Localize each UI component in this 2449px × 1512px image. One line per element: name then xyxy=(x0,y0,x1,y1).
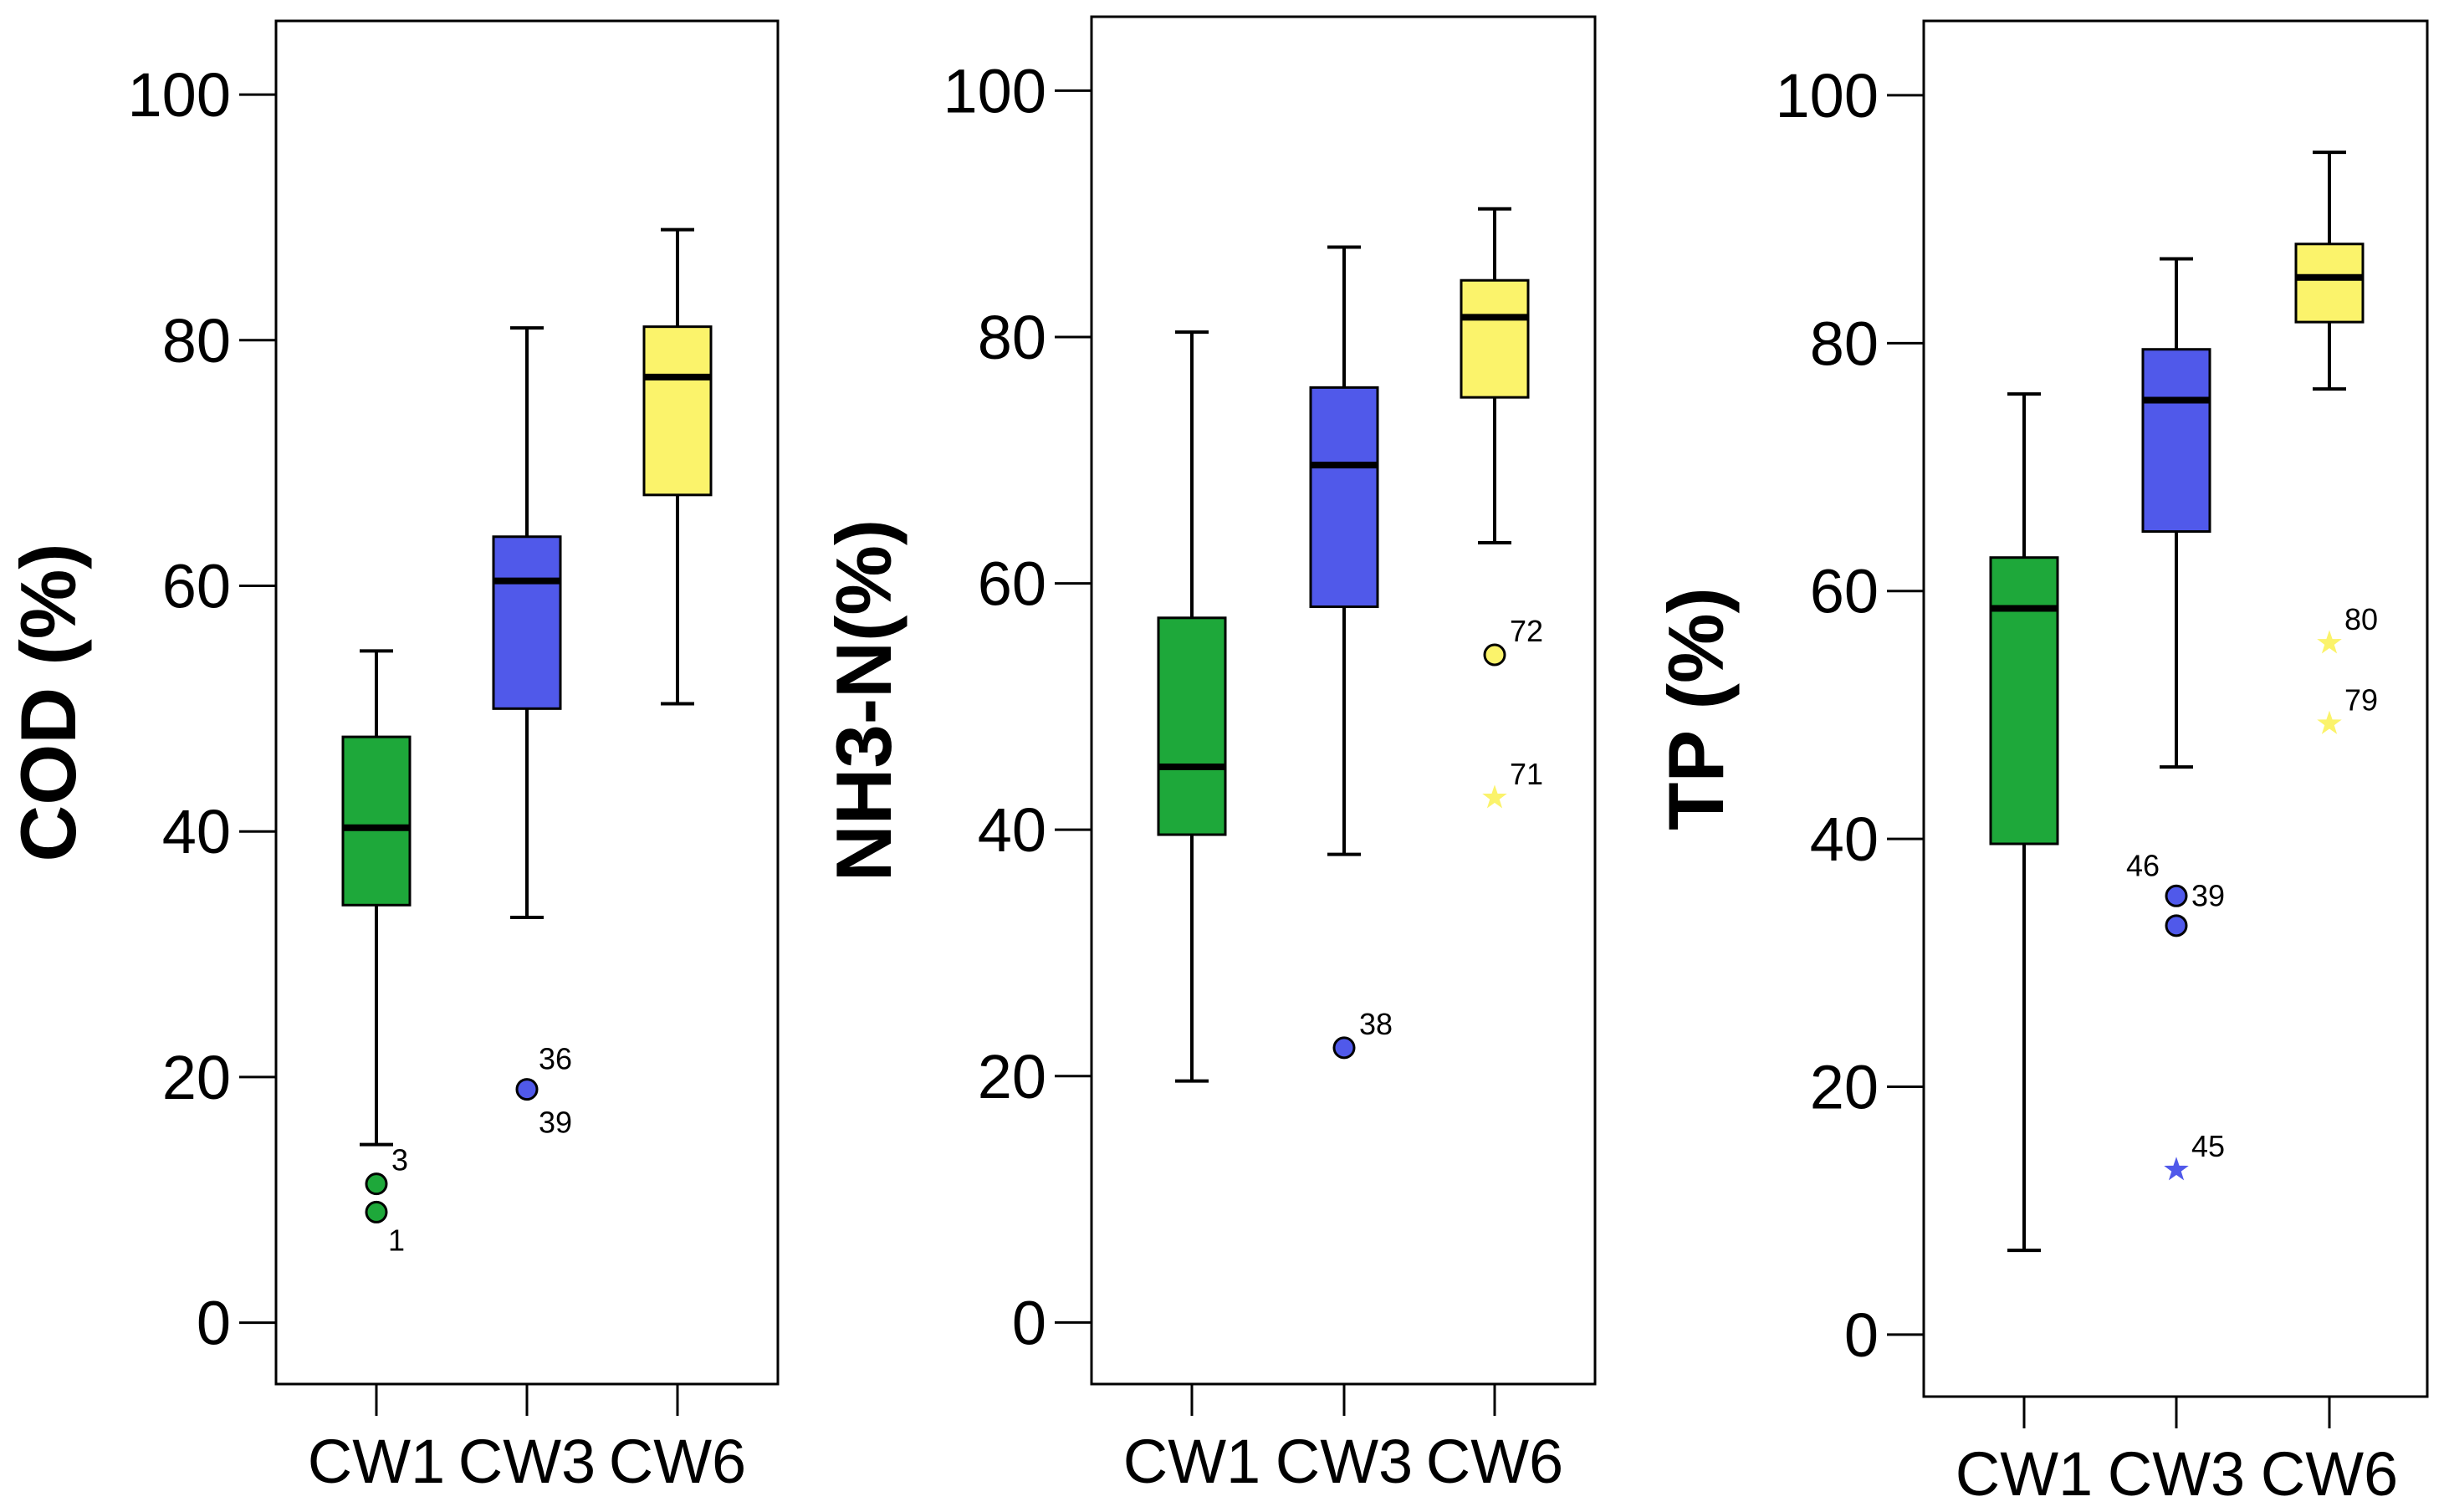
y-tick-label: 0 xyxy=(1844,1300,1879,1370)
y-tick-label: 0 xyxy=(1012,1288,1046,1357)
x-tick-label: CW6 xyxy=(1426,1427,1563,1496)
outlier-label: 71 xyxy=(1510,757,1543,791)
outlier-label: 3 xyxy=(391,1143,408,1177)
iqr-box xyxy=(2294,243,2365,324)
y-tick-label: 100 xyxy=(128,60,231,130)
x-tick-label: CW3 xyxy=(2108,1439,2245,1509)
outlier-label: 46 xyxy=(2126,848,2160,882)
box-cw3: 46 39 45 xyxy=(2126,257,2225,1181)
outlier-star xyxy=(2317,710,2342,734)
y-axis-label: TP (%) xyxy=(1652,587,1740,830)
y-tick-label: 80 xyxy=(162,306,231,375)
y-tick-label: 80 xyxy=(1810,309,1879,378)
y-tick-label: 0 xyxy=(197,1289,231,1358)
iqr-box xyxy=(1309,386,1379,609)
box-cw6: 80 79 xyxy=(2294,151,2378,734)
y-tick-label: 20 xyxy=(978,1042,1046,1111)
box-cw6 xyxy=(642,227,713,706)
outlier-star xyxy=(2317,630,2342,654)
outlier-point xyxy=(515,1078,539,1101)
outlier-label: 39 xyxy=(539,1106,572,1140)
outlier-star xyxy=(1482,784,1507,809)
outlier-label: 72 xyxy=(1510,614,1543,648)
chart-panel-3: 0 20 40 60 80 100 TP (%) CW1 CW3 CW6 46 39 45 80 79 xyxy=(1652,19,2429,1509)
y-tick-label: 80 xyxy=(978,303,1046,372)
x-tick-label: CW3 xyxy=(458,1427,596,1496)
y-tick-label: 60 xyxy=(162,551,231,621)
y-axis-label: COD (%) xyxy=(4,543,92,861)
x-tick-label: CW1 xyxy=(1123,1427,1260,1496)
y-axis-label: NH3-N(%) xyxy=(820,519,908,881)
y-tick-label: 20 xyxy=(1810,1053,1879,1122)
x-tick-label: CW1 xyxy=(1956,1439,2093,1509)
box-cw1 xyxy=(1157,330,1227,1083)
iqr-box xyxy=(642,325,713,497)
x-tick-label: CW1 xyxy=(308,1427,445,1496)
outlier-label: 36 xyxy=(539,1042,572,1076)
outlier-star xyxy=(2164,1157,2189,1181)
outlier-label: 45 xyxy=(2191,1129,2225,1163)
chart-panel-2: 0 20 40 60 80 100 NH3-N(%) CW1 CW3 CW6 38 72 71 xyxy=(820,15,1597,1496)
outlier-label: 79 xyxy=(2344,682,2378,717)
outlier-point xyxy=(365,1172,388,1196)
iqr-box xyxy=(341,735,412,907)
outlier-label: 39 xyxy=(2191,878,2225,912)
outlier-point xyxy=(365,1200,388,1223)
y-tick-label: 100 xyxy=(943,56,1046,125)
y-tick-label: 20 xyxy=(162,1043,231,1112)
iqr-box xyxy=(2141,348,2211,534)
y-tick-label: 60 xyxy=(978,549,1046,619)
x-tick-label: CW6 xyxy=(2261,1439,2398,1509)
iqr-box xyxy=(1157,616,1227,836)
outlier-label: 38 xyxy=(1359,1007,1393,1041)
y-tick-label: 40 xyxy=(978,795,1046,865)
x-tick-label: CW3 xyxy=(1276,1427,1413,1496)
box-cw3: 38 xyxy=(1309,245,1393,1060)
box-cw1: 31 xyxy=(341,649,412,1257)
iqr-box xyxy=(1460,278,1530,399)
outlier-label: 80 xyxy=(2344,602,2378,636)
outlier-label: 1 xyxy=(388,1223,405,1257)
outlier-point xyxy=(2165,884,2188,907)
x-tick-label: CW6 xyxy=(609,1427,746,1496)
outlier-point xyxy=(1483,643,1506,667)
outlier-point xyxy=(2165,914,2188,937)
y-tick-label: 100 xyxy=(1776,61,1879,130)
box-cw1 xyxy=(1989,392,2059,1253)
y-tick-label: 60 xyxy=(1810,557,1879,626)
iqr-box xyxy=(492,535,562,710)
box-cw6: 72 71 xyxy=(1460,207,1543,809)
iqr-box xyxy=(1989,556,2059,845)
y-tick-label: 40 xyxy=(162,797,231,866)
box-cw3: 36 39 xyxy=(492,326,572,1140)
outlier-point xyxy=(1332,1036,1356,1060)
y-tick-label: 40 xyxy=(1810,805,1879,874)
